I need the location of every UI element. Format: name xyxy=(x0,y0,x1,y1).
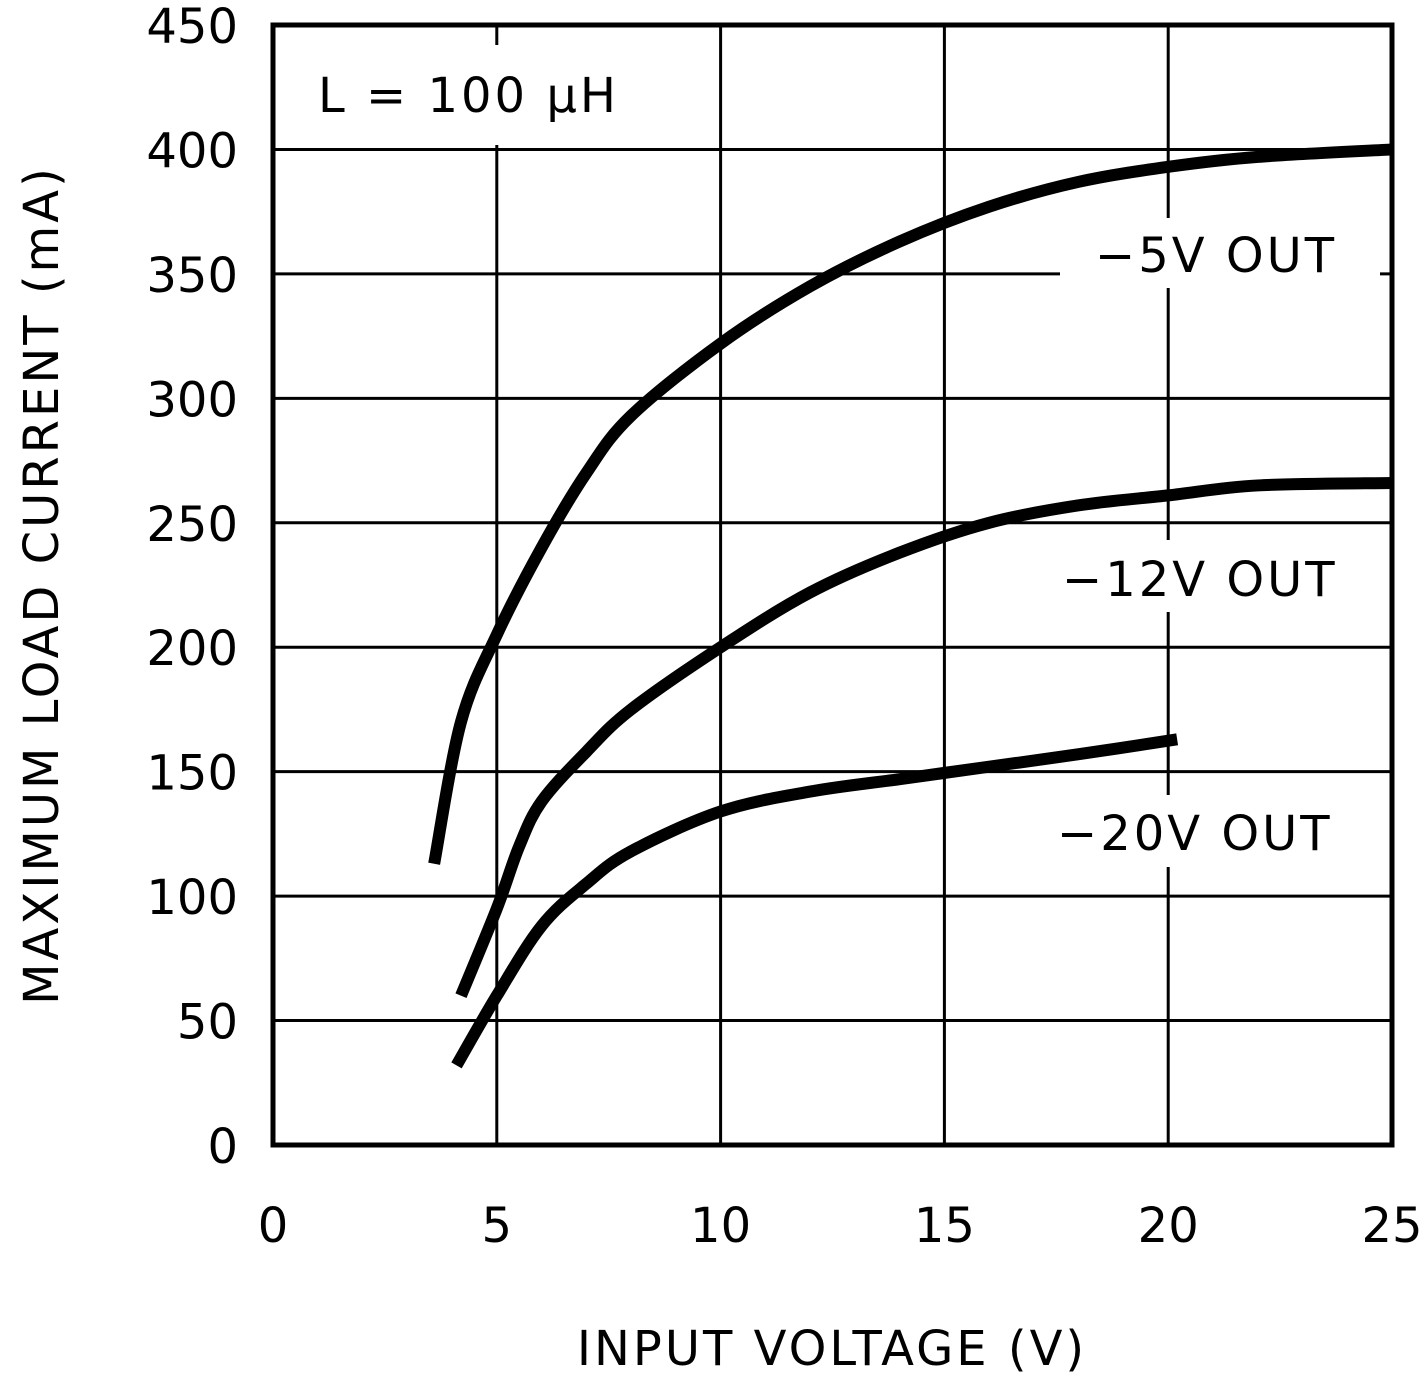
x-axis-label: INPUT VOLTAGE (V) xyxy=(577,1321,1087,1376)
x-tick: 20 xyxy=(1138,1198,1199,1254)
inductor-annotation: L = 100 µH xyxy=(318,68,619,124)
y-tick: 350 xyxy=(146,248,238,304)
series-label-12v: −12V OUT xyxy=(1062,552,1338,608)
y-tick: 450 xyxy=(146,0,238,55)
y-tick: 150 xyxy=(146,746,238,802)
curves xyxy=(428,143,1393,1069)
x-tick: 15 xyxy=(914,1198,975,1254)
y-tick-labels: 0 50 100 150 200 250 300 350 400 450 xyxy=(146,0,238,1175)
x-tick: 25 xyxy=(1361,1198,1422,1254)
series-curve-0 xyxy=(428,143,1393,865)
y-tick: 0 xyxy=(207,1119,238,1175)
x-tick: 0 xyxy=(258,1198,289,1254)
series-curve-2 xyxy=(451,733,1179,1069)
y-tick: 200 xyxy=(146,621,238,677)
series-curve-1 xyxy=(455,476,1393,998)
x-tick: 5 xyxy=(482,1198,513,1254)
y-tick: 300 xyxy=(146,372,238,428)
x-tick-labels: 0 5 10 15 20 25 xyxy=(258,1198,1423,1254)
y-axis-label: MAXIMUM LOAD CURRENT (mA) xyxy=(14,165,70,1005)
y-tick: 250 xyxy=(146,497,238,553)
y-tick: 100 xyxy=(146,870,238,926)
series-label-5v: −5V OUT xyxy=(1095,228,1337,284)
x-tick: 10 xyxy=(690,1198,751,1254)
plot-frame xyxy=(270,22,1395,1148)
y-tick: 400 xyxy=(146,123,238,179)
y-tick: 50 xyxy=(177,995,238,1051)
series-label-20v: −20V OUT xyxy=(1057,806,1333,862)
